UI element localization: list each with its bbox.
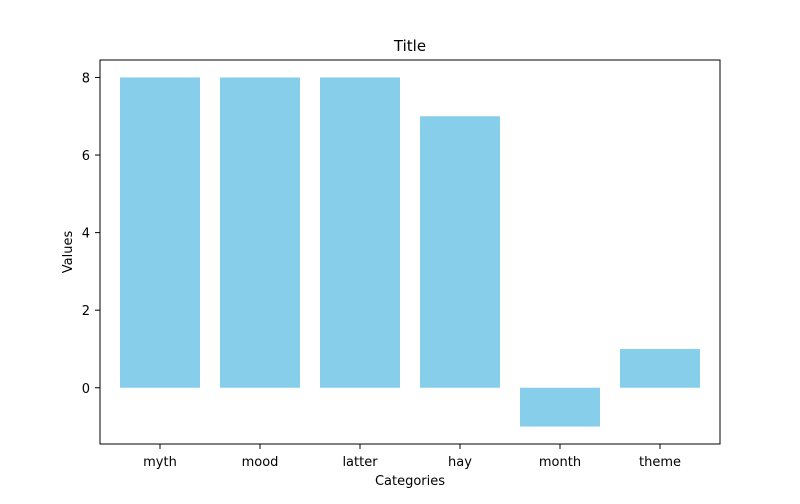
x-tick-label: latter — [342, 455, 378, 470]
x-tick-label: hay — [448, 455, 472, 470]
x-axis-ticks: myth mood latter hay month theme — [143, 444, 681, 470]
bar-hay — [420, 116, 500, 388]
chart-title: Title — [393, 37, 426, 55]
x-tick-label: theme — [639, 455, 681, 470]
y-tick-label: 8 — [82, 71, 90, 86]
x-axis-label: Categories — [375, 474, 445, 489]
y-axis-ticks: 0 2 4 6 8 — [82, 71, 100, 397]
x-tick-label: mood — [242, 455, 279, 470]
bar-myth — [120, 77, 200, 388]
bar-month — [520, 387, 600, 427]
y-tick-label: 0 — [82, 382, 90, 397]
plot-frame — [99, 59, 721, 445]
bars-layer — [120, 77, 700, 427]
y-tick-label: 2 — [82, 304, 90, 319]
bar-latter — [320, 77, 400, 388]
bar-mood — [220, 77, 300, 388]
x-tick-label: month — [539, 455, 581, 470]
y-tick-label: 4 — [82, 227, 90, 242]
y-axis-label: Values — [61, 231, 76, 274]
x-tick-label: myth — [143, 455, 177, 470]
y-tick-label: 6 — [82, 149, 90, 164]
bar-theme — [620, 348, 700, 388]
